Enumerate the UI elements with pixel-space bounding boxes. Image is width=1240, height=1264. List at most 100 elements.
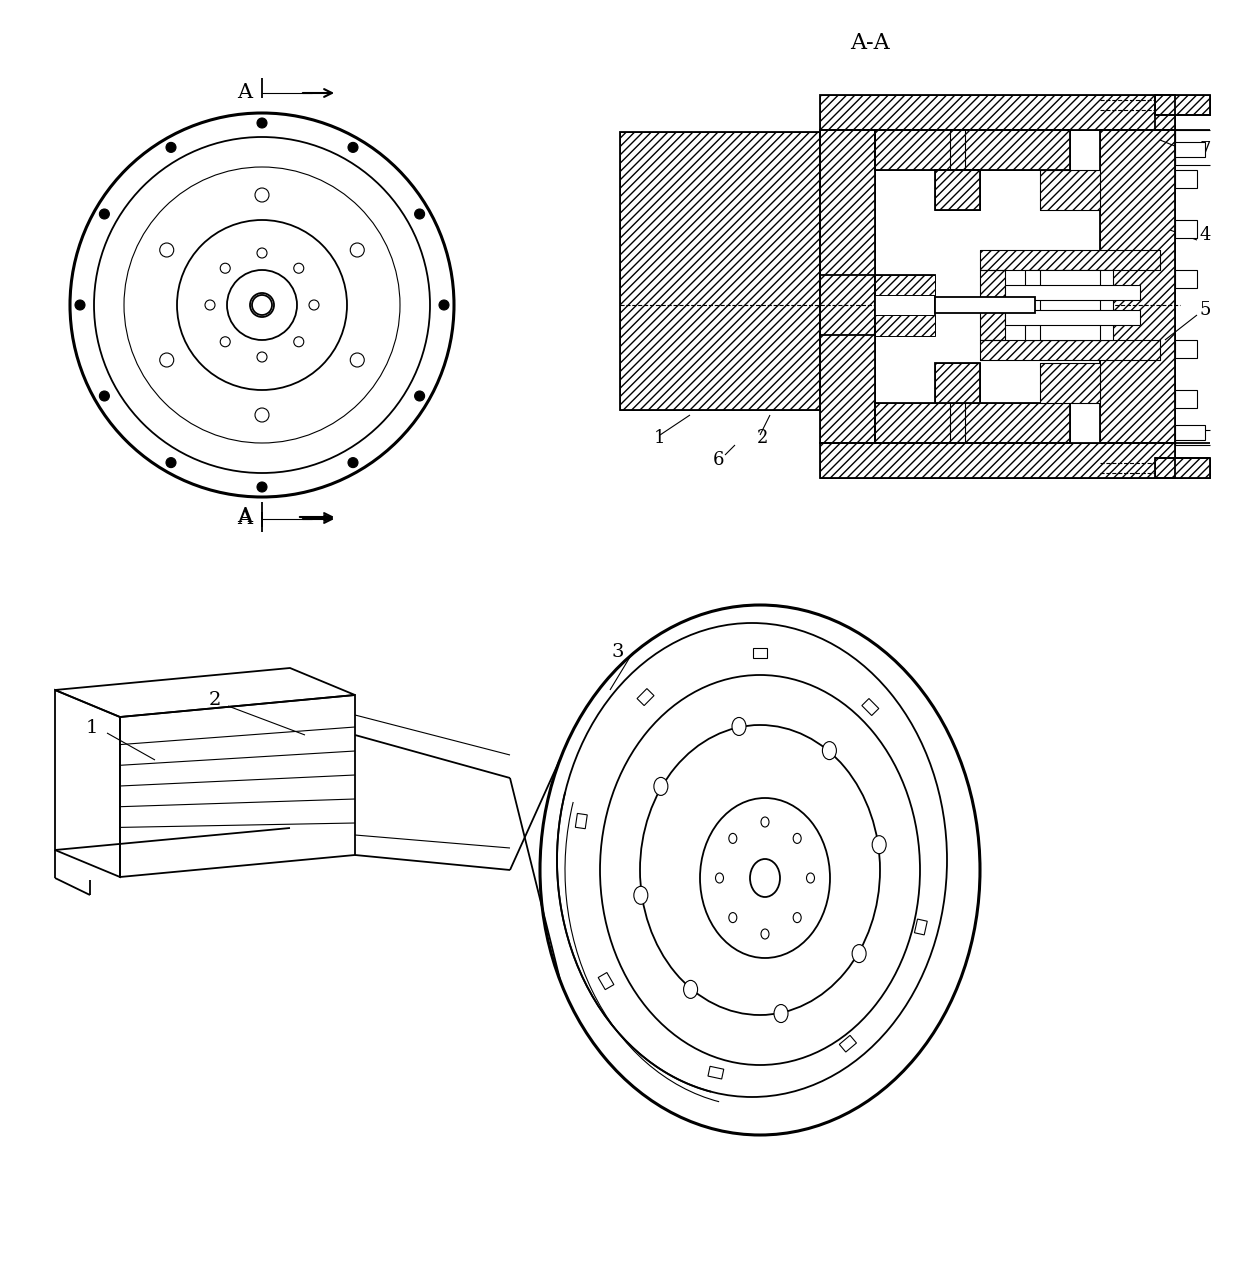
Text: 1: 1 <box>86 719 98 737</box>
Circle shape <box>99 209 109 219</box>
Circle shape <box>439 300 449 310</box>
Bar <box>820 442 1176 478</box>
Bar <box>1004 284 1140 300</box>
Circle shape <box>94 137 430 473</box>
Ellipse shape <box>634 886 647 904</box>
Bar <box>620 131 820 410</box>
Bar <box>875 276 935 335</box>
Circle shape <box>227 270 298 340</box>
Bar <box>875 403 1070 442</box>
Ellipse shape <box>653 777 668 795</box>
Ellipse shape <box>794 913 801 923</box>
Bar <box>637 689 653 705</box>
Circle shape <box>255 408 269 422</box>
Bar <box>1100 130 1176 442</box>
Ellipse shape <box>600 675 920 1066</box>
Bar <box>575 814 588 829</box>
Circle shape <box>69 112 454 497</box>
Ellipse shape <box>557 623 947 1097</box>
Bar <box>1176 142 1205 157</box>
Bar <box>980 340 1159 360</box>
Ellipse shape <box>794 833 801 843</box>
Bar <box>935 363 980 403</box>
Text: A: A <box>237 509 252 528</box>
Ellipse shape <box>732 718 746 736</box>
Bar <box>820 130 875 442</box>
Bar <box>875 130 1070 169</box>
Circle shape <box>414 391 424 401</box>
Ellipse shape <box>822 742 837 760</box>
Bar <box>1004 310 1140 325</box>
Circle shape <box>350 353 365 367</box>
Ellipse shape <box>761 929 769 939</box>
Bar <box>935 169 980 210</box>
Bar <box>1176 169 1197 188</box>
Circle shape <box>250 293 274 317</box>
Bar <box>1040 169 1100 210</box>
Circle shape <box>294 263 304 273</box>
Bar <box>1176 425 1205 440</box>
Bar <box>820 442 1176 478</box>
Bar <box>1154 95 1210 115</box>
Ellipse shape <box>852 944 866 963</box>
Text: 4: 4 <box>1199 226 1210 244</box>
Bar <box>1176 340 1197 358</box>
Bar <box>980 270 1004 340</box>
Circle shape <box>166 143 176 153</box>
Circle shape <box>257 351 267 362</box>
Bar <box>1040 270 1100 340</box>
Bar <box>820 130 875 442</box>
Circle shape <box>160 353 174 367</box>
Text: 5: 5 <box>1199 301 1210 319</box>
Circle shape <box>160 243 174 257</box>
Bar <box>1154 95 1210 115</box>
Bar <box>1154 458 1210 478</box>
Circle shape <box>205 300 215 310</box>
Ellipse shape <box>872 836 887 853</box>
Bar <box>862 699 879 715</box>
Bar <box>620 131 820 410</box>
Bar <box>1095 270 1114 340</box>
Circle shape <box>255 188 269 202</box>
Bar <box>875 403 1070 442</box>
Bar <box>1154 458 1210 478</box>
Bar <box>935 363 980 403</box>
Circle shape <box>414 209 424 219</box>
Bar <box>1176 391 1197 408</box>
Text: A: A <box>237 508 252 527</box>
Circle shape <box>348 143 358 153</box>
Bar <box>1176 270 1197 288</box>
Text: 3: 3 <box>611 643 624 661</box>
Text: A: A <box>237 83 252 102</box>
Text: 6: 6 <box>712 451 724 469</box>
Ellipse shape <box>761 817 769 827</box>
Bar <box>1040 363 1100 403</box>
Circle shape <box>166 458 176 468</box>
Circle shape <box>294 336 304 346</box>
Bar <box>1040 169 1100 210</box>
Bar <box>935 297 1035 313</box>
Circle shape <box>221 263 231 273</box>
Bar <box>255 298 269 311</box>
Ellipse shape <box>774 1005 787 1023</box>
Bar <box>1040 363 1100 403</box>
Bar <box>820 95 1176 130</box>
Bar <box>820 95 1176 130</box>
Text: A-A: A-A <box>851 32 890 54</box>
Ellipse shape <box>640 726 880 1015</box>
Bar <box>1176 220 1197 238</box>
Circle shape <box>257 482 267 492</box>
Bar <box>839 1035 857 1052</box>
Ellipse shape <box>715 873 723 884</box>
Bar <box>914 919 928 935</box>
Bar <box>980 250 1159 270</box>
Bar <box>753 647 768 657</box>
Bar <box>1100 130 1176 442</box>
Bar <box>935 169 980 210</box>
Ellipse shape <box>539 605 980 1135</box>
Circle shape <box>177 220 347 391</box>
Ellipse shape <box>683 981 698 999</box>
Circle shape <box>221 336 231 346</box>
Bar <box>708 1067 724 1079</box>
Circle shape <box>257 248 267 258</box>
